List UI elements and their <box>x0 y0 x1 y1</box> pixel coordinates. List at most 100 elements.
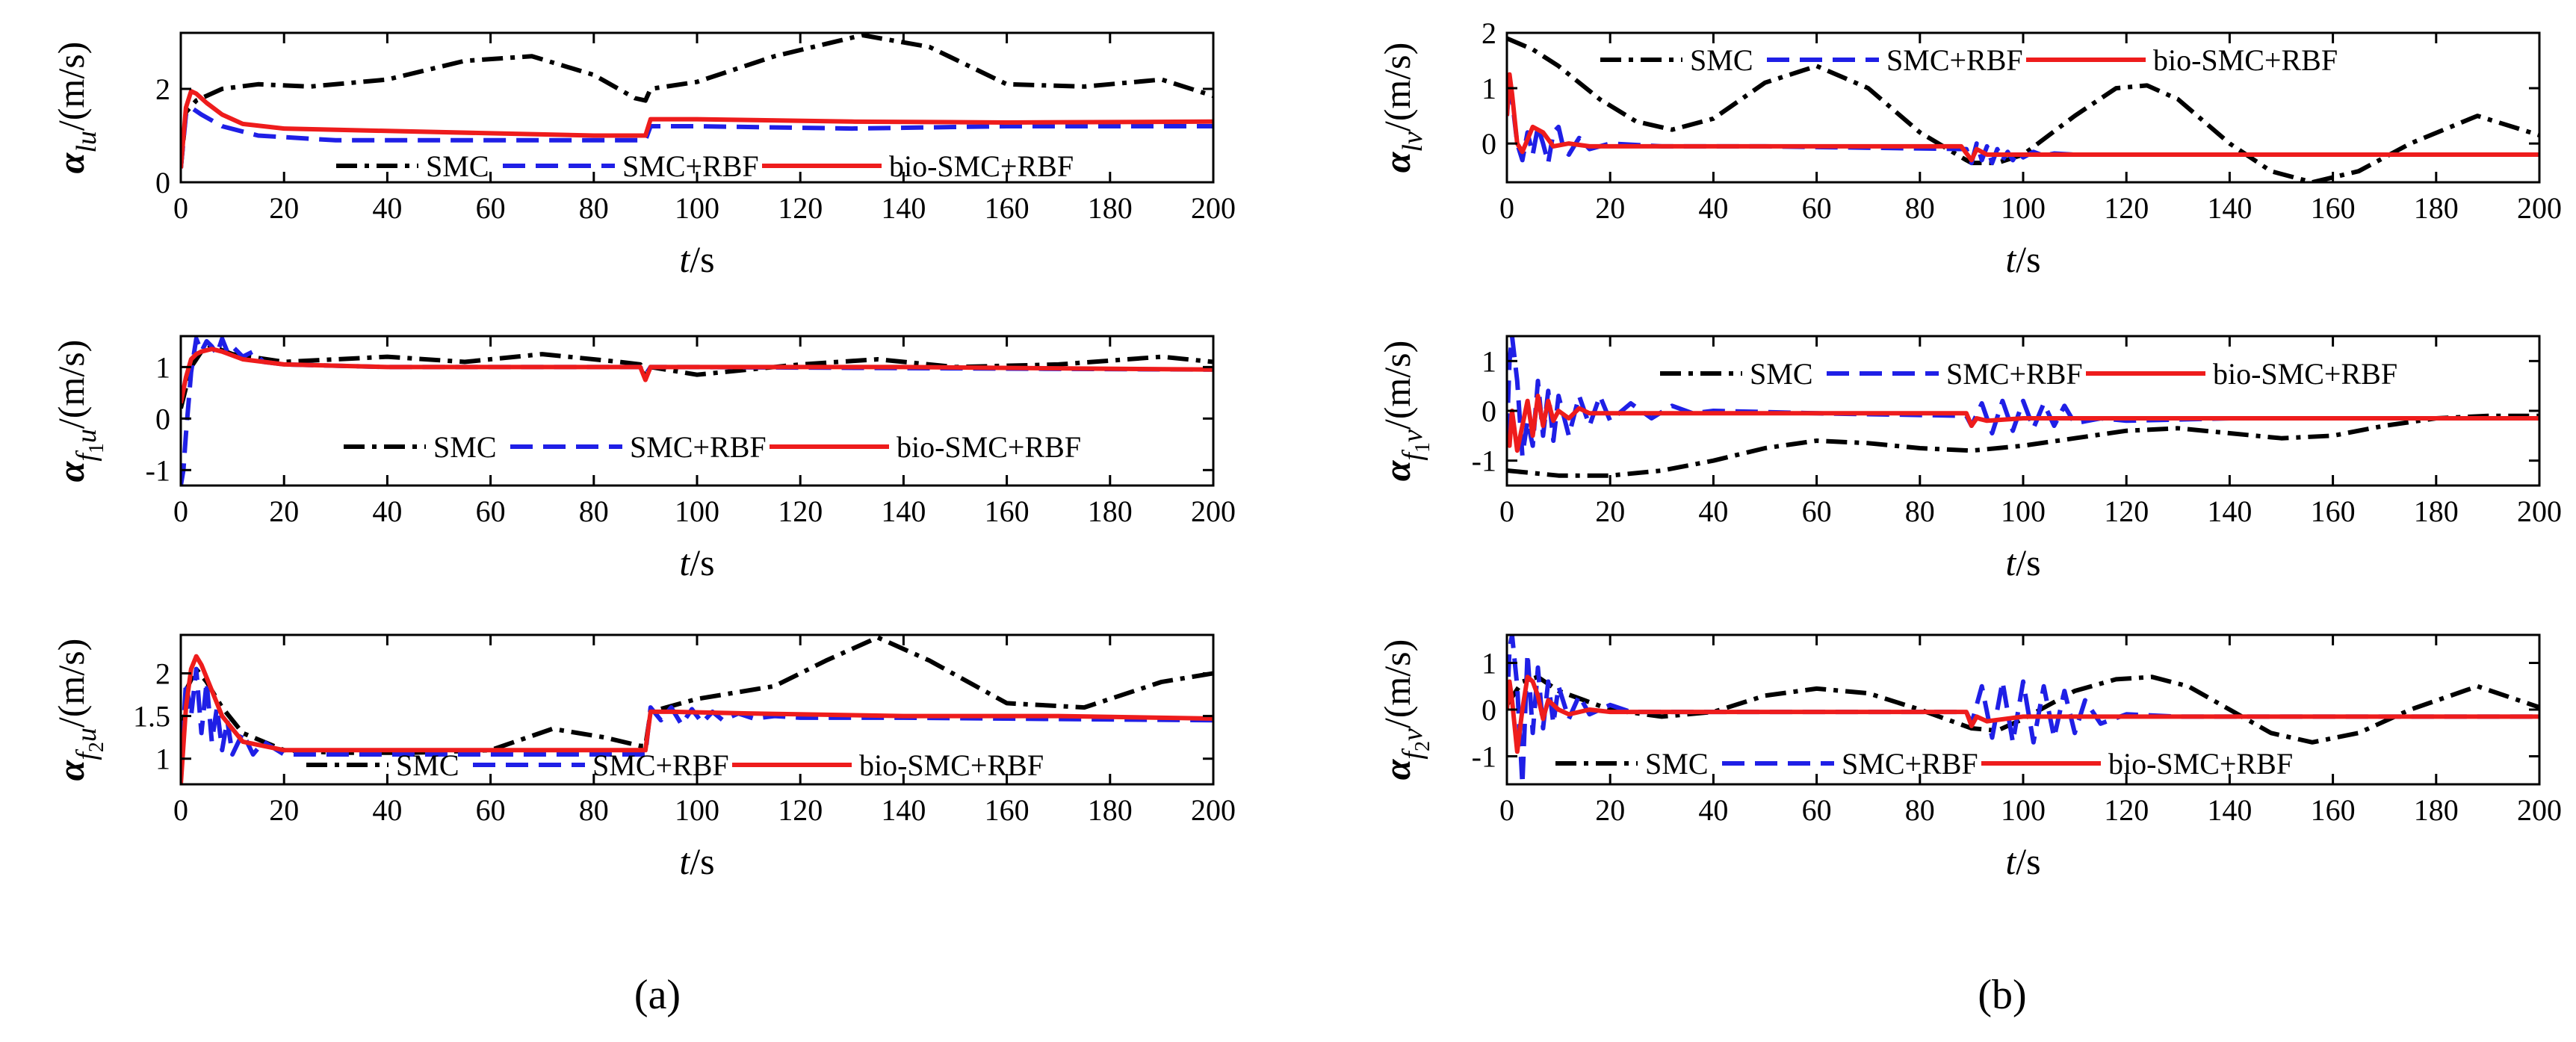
x-tick-label: 100 <box>2001 191 2046 225</box>
y-axis-symbol: α <box>1376 151 1418 173</box>
y-tick-label: 1 <box>1481 344 1496 378</box>
y-tick-label: 0 <box>1481 127 1496 161</box>
x-axis-unit: /s <box>2016 542 2040 583</box>
legend: SMC SMC+RBF bio-SMC+RBF <box>336 149 1074 183</box>
chart-a3: 0 20 40 60 80 100 120 140 160 180 200 1 1.5 2 t/s αf2u/… <box>50 633 1236 882</box>
series-line-bio-smc-plus-rbf <box>181 347 1213 404</box>
x-tick-label: 40 <box>372 494 402 528</box>
y-tick-label: 1 <box>1481 647 1496 680</box>
x-tick-label: 180 <box>1088 793 1133 827</box>
legend-entry: SMC <box>426 149 489 183</box>
x-tick-label: 60 <box>1802 494 1832 528</box>
y-tick-label: 2 <box>1481 16 1496 50</box>
legend-entry: SMC+RBF <box>622 149 759 183</box>
panel-label: (a) <box>634 972 681 1018</box>
x-tick-label: 80 <box>579 494 609 528</box>
legend-entry: bio-SMC+RBF <box>2213 357 2397 391</box>
x-tick-label: 120 <box>2104 494 2149 528</box>
series-line-bio-smc-plus-rbf <box>1507 394 2539 453</box>
chart-b2: 0 20 40 60 80 100 120 140 160 180 200-101t/sαf1v/(… <box>1376 335 2562 583</box>
y-axis-label: αlu/(m/s) <box>50 42 102 174</box>
x-tick-label: 40 <box>1698 494 1728 528</box>
x-tick-label: 200 <box>1191 494 1236 528</box>
chart-a2: 0 20 40 60 80 100 120 140 160 180 200-101t/sαf1u/(… <box>50 335 1236 583</box>
x-tick-label: 120 <box>778 494 823 528</box>
series-line-bio-smc-plus-rbf <box>1507 674 2539 754</box>
x-tick-label: 180 <box>1088 494 1133 528</box>
series-line-smc <box>1507 413 2539 478</box>
y-axis-unit: /(m/s) <box>1376 639 1418 728</box>
x-tick-label: 200 <box>1191 191 1236 225</box>
y-axis-subsubscript: 2 <box>85 742 108 752</box>
x-tick-label: 40 <box>372 793 402 827</box>
legend: SMC SMC+RBF bio-SMC+RBF <box>1555 747 2293 781</box>
legend-entry: SMC <box>1690 43 1753 77</box>
legend: SMC SMC+RBF bio-SMC+RBF <box>1600 43 2338 77</box>
x-tick-label: 140 <box>2207 191 2252 225</box>
y-axis-unit: /(m/s) <box>50 639 92 728</box>
x-tick-label: 0 <box>1499 494 1514 528</box>
series-line-smc <box>181 344 1213 409</box>
y-axis-subscript: lv <box>1397 131 1428 152</box>
x-axis-unit: /s <box>690 238 714 280</box>
legend: SMC SMC+RBF bio-SMC+RBF <box>1660 357 2397 391</box>
x-tick-label: 0 <box>173 793 188 827</box>
y-tick-label: 2 <box>155 72 170 106</box>
y-axis-unit: /(m/s) <box>50 340 92 429</box>
y-axis-subsubscript: 1 <box>1411 442 1434 453</box>
chart-b3: 0 20 40 60 80 100 120 140 160 180 200-101t/sαf2v/(… <box>1376 633 2562 882</box>
x-tick-label: 40 <box>1698 191 1728 225</box>
y-axis-subsubscript: 2 <box>1411 741 1434 751</box>
legend-entry: SMC <box>1645 747 1709 781</box>
x-tick-label: 80 <box>1905 494 1935 528</box>
x-tick-label: 120 <box>2104 191 2149 225</box>
legend-entry: bio-SMC+RBF <box>2108 747 2293 781</box>
x-axis-label: t/s <box>679 840 714 882</box>
y-axis-symbol: α <box>1376 459 1418 481</box>
y-tick-label: -1 <box>146 453 170 487</box>
x-tick-label: 180 <box>2414 793 2459 827</box>
x-tick-label: 0 <box>173 191 188 225</box>
x-axis-variable: t <box>2005 238 2016 280</box>
y-tick-label: 1 <box>155 742 170 776</box>
x-axis-unit: /s <box>2016 840 2040 882</box>
y-tick-label: -1 <box>1472 444 1496 478</box>
y-axis-unit: /(m/s) <box>1376 341 1418 429</box>
x-tick-label: 100 <box>2001 793 2046 827</box>
series-line-smc <box>181 33 1213 169</box>
y-tick-label: 0 <box>155 402 170 435</box>
y-axis-label: αlv/(m/s) <box>1376 43 1428 173</box>
x-tick-label: 120 <box>778 191 823 225</box>
series-line-smc-plus-rbf <box>1507 80 2539 166</box>
x-tick-label: 80 <box>1905 793 1935 827</box>
series-line-bio-smc-plus-rbf <box>1507 72 2539 163</box>
legend-entry: bio-SMC+RBF <box>897 430 1081 464</box>
legend: SMC SMC+RBF bio-SMC+RBF <box>306 748 1044 782</box>
y-axis-subscript-2: v <box>1397 429 1428 442</box>
series-line-smc-plus-rbf <box>181 105 1213 169</box>
x-axis-variable: t <box>679 542 690 583</box>
panel-label: (b) <box>1978 972 2026 1018</box>
x-tick-label: 100 <box>675 191 719 225</box>
x-tick-label: 20 <box>269 494 299 528</box>
legend-entry: bio-SMC+RBF <box>2153 43 2338 77</box>
legend-entry: SMC+RBF <box>592 748 729 782</box>
x-tick-label: 80 <box>1905 191 1935 225</box>
legend: SMC SMC+RBF bio-SMC+RBF <box>344 430 1081 464</box>
series-line-smc-plus-rbf <box>1507 635 2539 784</box>
legend-entry: bio-SMC+RBF <box>889 149 1074 183</box>
x-tick-label: 100 <box>675 793 719 827</box>
x-axis-variable: t <box>2005 542 2016 583</box>
series-line-bio-smc-plus-rbf <box>181 654 1213 784</box>
x-tick-label: 140 <box>881 793 926 827</box>
y-axis-label: αf1v/(m/s) <box>1376 341 1434 482</box>
x-tick-label: 180 <box>2414 494 2459 528</box>
x-axis-variable: t <box>2005 840 2016 882</box>
x-tick-label: 140 <box>881 494 926 528</box>
x-tick-label: 20 <box>269 793 299 827</box>
x-tick-label: 140 <box>2207 793 2252 827</box>
x-tick-label: 60 <box>476 494 506 528</box>
legend-entry: SMC <box>433 430 497 464</box>
y-axis-subscript-2: u <box>71 728 102 742</box>
